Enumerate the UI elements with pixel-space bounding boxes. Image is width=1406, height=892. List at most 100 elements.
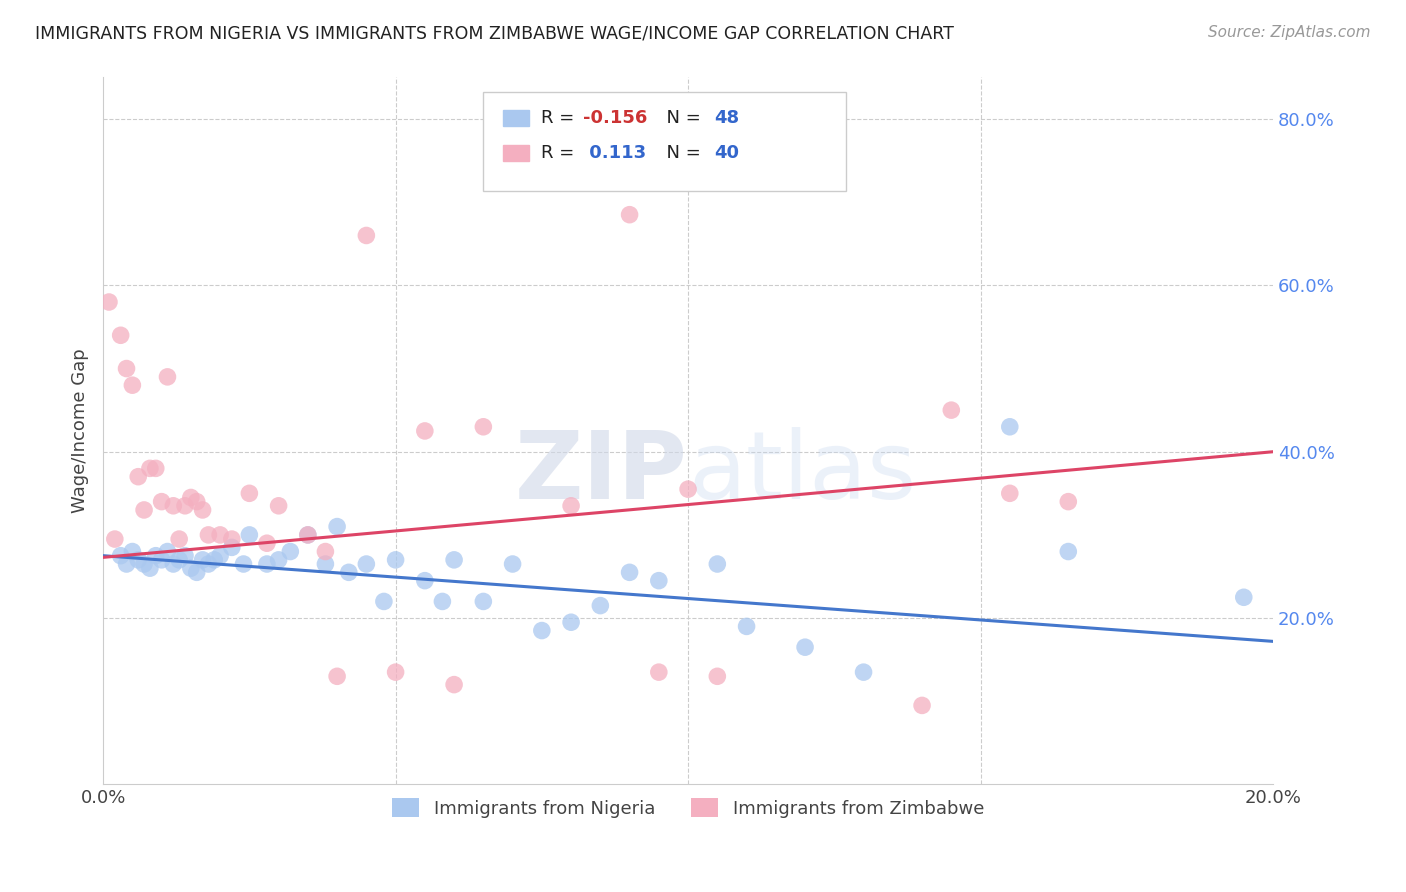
Point	[413, 424, 436, 438]
Point	[472, 594, 495, 608]
Point	[180, 561, 202, 575]
Text: ZIP: ZIP	[515, 427, 688, 519]
Point	[98, 295, 121, 310]
Point	[314, 544, 336, 558]
Point	[238, 486, 260, 500]
Point	[735, 619, 758, 633]
Point	[443, 553, 465, 567]
Point	[191, 553, 214, 567]
Point	[110, 549, 132, 563]
Point	[589, 599, 612, 613]
Point	[256, 557, 278, 571]
Point	[373, 594, 395, 608]
Point	[941, 403, 963, 417]
Text: 0.113: 0.113	[582, 145, 645, 162]
Point	[1057, 494, 1080, 508]
Text: R =: R =	[541, 109, 579, 127]
Point	[314, 557, 336, 571]
Text: R =: R =	[541, 145, 579, 162]
Point	[127, 469, 149, 483]
Point	[560, 499, 582, 513]
Point	[297, 528, 319, 542]
Point	[278, 544, 301, 558]
Text: N =: N =	[655, 145, 707, 162]
Point	[413, 574, 436, 588]
Point	[998, 419, 1021, 434]
Text: 40: 40	[714, 145, 738, 162]
Point	[115, 361, 138, 376]
Point	[706, 557, 728, 571]
Point	[502, 557, 524, 571]
Point	[191, 503, 214, 517]
Point	[706, 669, 728, 683]
Point	[132, 503, 155, 517]
Text: 48: 48	[714, 109, 740, 127]
Point	[648, 665, 671, 680]
Point	[156, 370, 179, 384]
FancyBboxPatch shape	[503, 110, 529, 126]
Point	[202, 553, 225, 567]
Point	[150, 494, 173, 508]
Point	[132, 557, 155, 571]
Point	[911, 698, 934, 713]
Point	[852, 665, 875, 680]
Point	[326, 519, 349, 533]
Point	[384, 553, 406, 567]
Point	[186, 494, 208, 508]
FancyBboxPatch shape	[484, 92, 846, 191]
Legend: Immigrants from Nigeria, Immigrants from Zimbabwe: Immigrants from Nigeria, Immigrants from…	[385, 791, 991, 825]
Point	[174, 499, 197, 513]
Point	[121, 378, 143, 392]
Point	[384, 665, 406, 680]
Point	[998, 486, 1021, 500]
Point	[121, 544, 143, 558]
Point	[139, 561, 162, 575]
Point	[145, 549, 167, 563]
Point	[1233, 591, 1256, 605]
Point	[156, 544, 179, 558]
Point	[221, 532, 243, 546]
Text: atlas: atlas	[688, 427, 917, 519]
Point	[560, 615, 582, 630]
Point	[337, 566, 360, 580]
Point	[648, 574, 671, 588]
Point	[180, 491, 202, 505]
Point	[432, 594, 454, 608]
Point	[326, 669, 349, 683]
Point	[267, 499, 290, 513]
Point	[186, 566, 208, 580]
Point	[443, 678, 465, 692]
Point	[619, 208, 641, 222]
Point	[162, 499, 184, 513]
Point	[167, 553, 190, 567]
Point	[150, 553, 173, 567]
Point	[110, 328, 132, 343]
Point	[145, 461, 167, 475]
Point	[104, 532, 127, 546]
Point	[167, 532, 190, 546]
Point	[221, 541, 243, 555]
Point	[209, 549, 232, 563]
Point	[356, 557, 378, 571]
Point	[238, 528, 260, 542]
Point	[209, 528, 232, 542]
Point	[267, 553, 290, 567]
Point	[127, 553, 149, 567]
Y-axis label: Wage/Income Gap: Wage/Income Gap	[72, 349, 89, 513]
Point	[256, 536, 278, 550]
Point	[472, 419, 495, 434]
FancyBboxPatch shape	[503, 145, 529, 161]
Point	[794, 640, 817, 655]
Point	[297, 528, 319, 542]
Point	[676, 482, 699, 496]
Point	[619, 566, 641, 580]
Point	[232, 557, 254, 571]
Text: -0.156: -0.156	[582, 109, 647, 127]
Point	[356, 228, 378, 243]
Point	[197, 528, 219, 542]
Point	[197, 557, 219, 571]
Text: IMMIGRANTS FROM NIGERIA VS IMMIGRANTS FROM ZIMBABWE WAGE/INCOME GAP CORRELATION : IMMIGRANTS FROM NIGERIA VS IMMIGRANTS FR…	[35, 25, 955, 43]
Point	[530, 624, 553, 638]
Point	[162, 557, 184, 571]
Text: Source: ZipAtlas.com: Source: ZipAtlas.com	[1208, 25, 1371, 40]
